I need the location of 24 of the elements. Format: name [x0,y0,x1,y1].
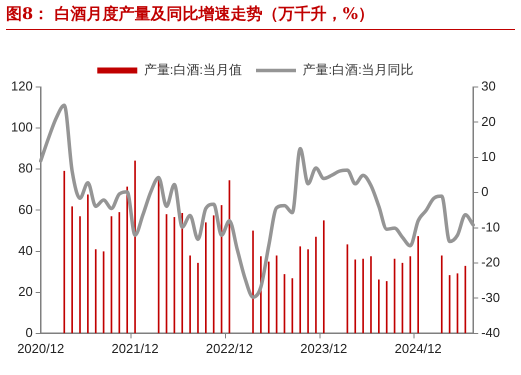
line-series [38,104,475,299]
y2-tick-label: 10 [481,148,496,164]
y2-tick-label: -10 [481,219,500,234]
y2-tick-label: 20 [481,114,496,129]
y-tick-label: 40 [18,242,33,258]
legend-label: 产量:白酒:当月同比 [302,62,414,78]
y-tick-label: 120 [10,78,33,94]
y2-tick-label: -30 [481,290,500,305]
y-tick-label: 0 [25,324,33,340]
x-tick-label: 2023/12 [300,340,348,356]
legend-label: 产量:白酒:当月值 [144,62,242,78]
y2-tick-label: -20 [481,254,500,270]
y-tick-label: 80 [18,160,33,176]
y-tick-label: 60 [18,202,33,217]
y-tick-label: 20 [18,284,33,299]
y2-tick-label: 0 [481,184,488,200]
x-tick-label: 2024/12 [394,340,442,356]
chart-title: 图8： 白酒月度产量及同比增速走势（万千升，%） [6,4,515,30]
x-tick-label: 2020/12 [17,340,64,356]
x-tick-label: 2022/12 [206,340,253,356]
y2-tick-label: -40 [481,324,500,340]
x-tick-label: 2021/12 [112,340,159,356]
y2-tick-label: 30 [481,78,496,94]
y-tick-label: 100 [10,120,33,135]
